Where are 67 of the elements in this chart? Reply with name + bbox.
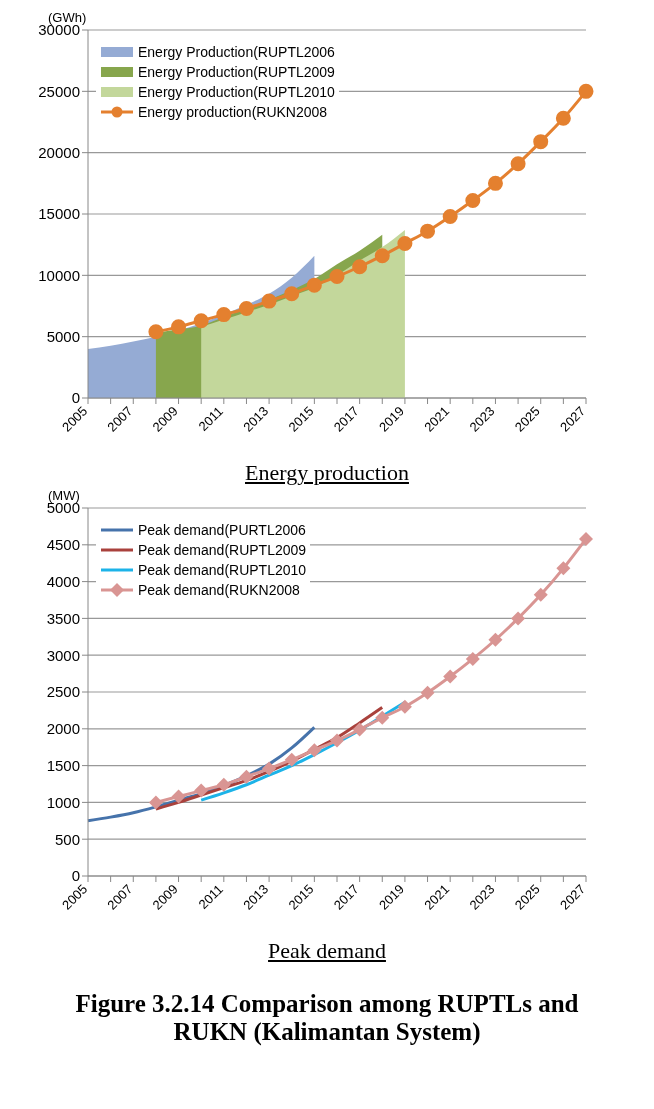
point [352,722,367,737]
legend-label: Peak demand(RUKN2008 [138,581,300,600]
point [193,313,209,329]
y-tick-label: 25000 [38,82,80,100]
point [261,293,277,309]
legend-label: Peak demand(RUPTL2009 [138,541,307,560]
point [194,783,209,798]
y-tick-label: 15000 [38,205,80,223]
point [307,743,322,758]
y-tick-label: 500 [54,830,80,848]
y-tick-label: 10000 [38,266,80,284]
point [148,324,164,340]
legend-label: Energy production(RUKN2008 [138,103,328,122]
point [442,208,458,224]
y-tick-label: 20000 [38,143,80,161]
point [487,175,503,191]
y-tick-label: 3000 [46,646,80,664]
point [555,110,571,126]
point [239,769,254,784]
y-tick-label: 0 [71,389,80,407]
point [533,587,548,602]
point [284,752,299,767]
point [284,286,300,302]
point [511,611,526,626]
point [238,300,254,316]
y-tick-label: 5000 [46,327,80,345]
point [465,651,480,666]
point [443,669,458,684]
point [397,235,413,251]
point [171,319,187,335]
legend-label: Peak demand(RUPTL2010 [138,561,307,580]
point [488,632,503,647]
point [330,733,344,748]
legend-label: Peak demand(PURTL2006 [138,521,306,540]
y-tick-label: 4000 [46,572,80,590]
legend-label: Energy Production(RUPTL2010 [138,83,335,102]
point [374,248,390,264]
point [262,761,277,776]
y-tick-label: 2000 [46,720,80,738]
y-tick-label: 1000 [46,793,80,811]
y-tick-label: 1500 [46,756,80,774]
point [465,193,481,209]
point [148,795,163,810]
point [397,699,412,714]
legend-label: Energy Production(RUPTL2009 [138,63,335,82]
point [216,777,231,792]
text: Energy production [244,460,410,486]
point [329,269,345,285]
caption: Figure 3.2.14 Comparison among RUPTLs and RUKN (Kalimantan System) [74,990,580,1046]
point [420,685,435,700]
point [556,561,571,576]
y-tick-label: 4500 [46,536,80,554]
point [171,789,186,804]
point [578,83,594,99]
point [579,531,593,546]
point [216,307,232,323]
y-tick-label: 0 [71,867,80,885]
point [510,156,526,172]
text: Peak demand [267,938,387,964]
point [375,710,390,725]
y-tick-label: 2500 [46,683,80,701]
y-tick-label: 3500 [46,609,80,627]
point [533,134,549,150]
point [306,277,322,293]
point [352,259,368,275]
point [420,223,436,239]
legend-label: Energy Production(RUPTL2006 [138,43,335,62]
